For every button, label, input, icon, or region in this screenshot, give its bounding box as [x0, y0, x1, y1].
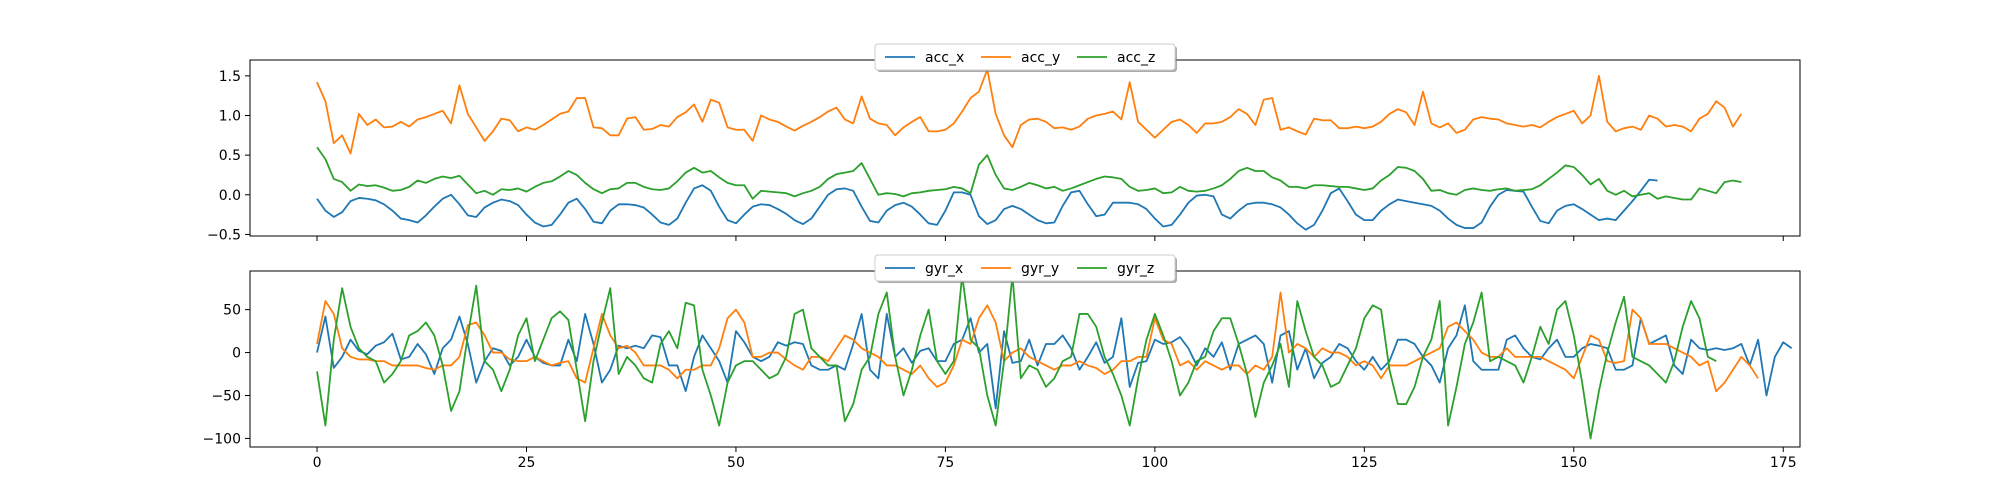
- y-tick-label: 1.5: [219, 69, 241, 85]
- x-tick-label: 100: [1141, 455, 1168, 471]
- legend-label-gyr_z: gyr_z: [1117, 261, 1154, 277]
- legend-label-acc_x: acc_x: [925, 50, 964, 66]
- y-tick-label: −100: [203, 431, 241, 447]
- legend: acc_x acc_y acc_z: [874, 43, 1177, 72]
- x-tick-label: 0: [313, 455, 322, 471]
- x-tick-label: 75: [936, 455, 954, 471]
- series-line-gyr_y: [316, 291, 1759, 393]
- series-line-gyr_z: [316, 274, 1717, 440]
- series-line-acc_z: [316, 146, 1742, 201]
- series-line-gyr_x: [316, 304, 1793, 410]
- x-tick-label: 175: [1770, 455, 1797, 471]
- series-line-acc_y: [316, 68, 1743, 155]
- x-tick-label: 150: [1560, 455, 1587, 471]
- legend-label-acc_z: acc_z: [1117, 50, 1155, 66]
- legend-box: [874, 254, 1176, 282]
- y-tick-label: 0: [232, 346, 241, 362]
- acc-subplot: −0.5 0.0 0.5 1.0 1.5 acc_x acc_y acc_z: [207, 43, 1801, 243]
- y-tick-label: −0.5: [207, 227, 241, 243]
- y-tick-label: 1.0: [219, 108, 241, 124]
- x-tick-label: 125: [1351, 455, 1378, 471]
- legend-box: [874, 43, 1176, 71]
- y-tick-label: 0.0: [219, 188, 241, 204]
- x-tick-label: 50: [727, 455, 745, 471]
- legend-label-gyr_x: gyr_x: [925, 261, 963, 277]
- x-tick-label: 25: [518, 455, 536, 471]
- y-tick-label: −50: [211, 388, 241, 404]
- series-line-acc_x: [316, 178, 1658, 231]
- legend: gyr_x gyr_y gyr_z: [874, 254, 1177, 283]
- y-tick-label: 0.5: [219, 148, 241, 164]
- legend-label-acc_y: acc_y: [1021, 50, 1060, 66]
- legend-label-gyr_y: gyr_y: [1021, 261, 1059, 277]
- y-tick-label: 50: [223, 303, 241, 319]
